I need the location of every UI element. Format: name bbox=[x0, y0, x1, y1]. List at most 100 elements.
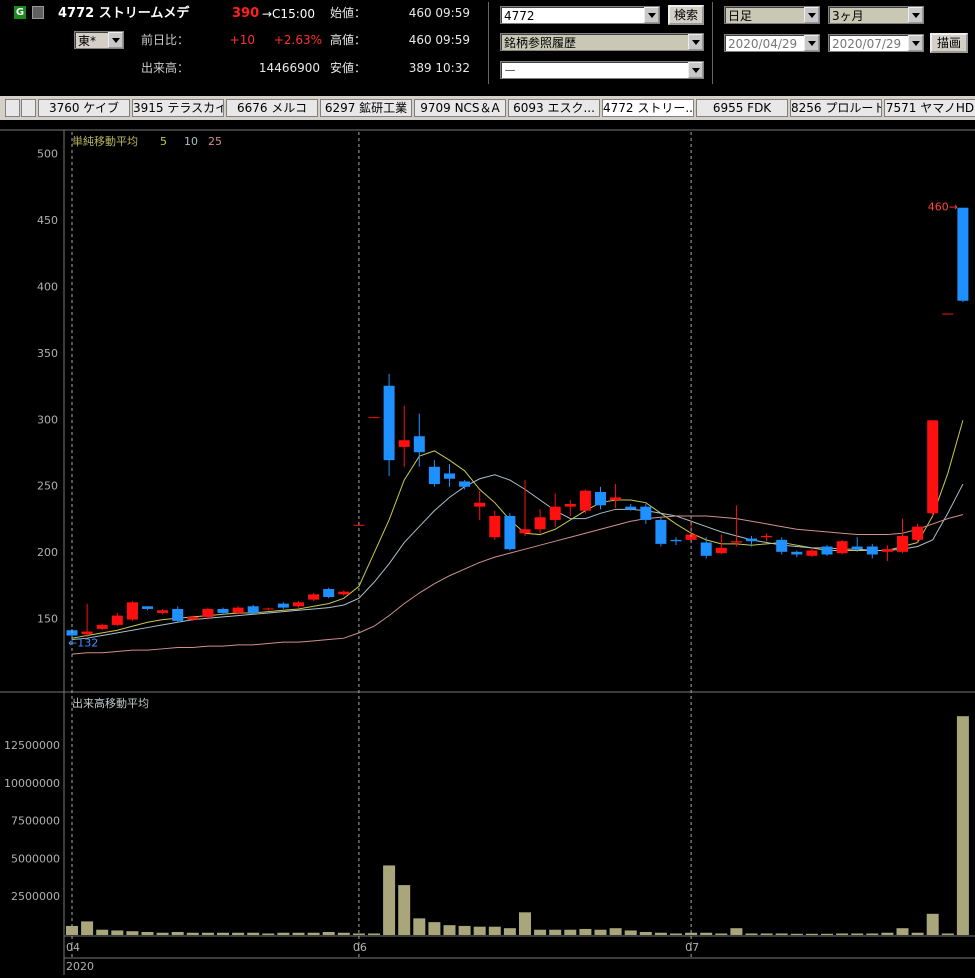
volume-bar bbox=[760, 933, 773, 935]
volume-bar bbox=[836, 933, 849, 935]
x-tick-label: 04 bbox=[66, 941, 80, 954]
candle-body bbox=[308, 594, 320, 600]
volume-bar bbox=[217, 932, 229, 935]
divider bbox=[712, 2, 713, 84]
candle-body bbox=[610, 497, 622, 501]
candle-body bbox=[836, 541, 848, 554]
volume-bar bbox=[262, 933, 275, 935]
volume-bar bbox=[141, 931, 154, 935]
y-tick-label: 200 bbox=[37, 546, 58, 559]
volume-bar bbox=[700, 932, 713, 935]
legend-entry: 25 bbox=[208, 135, 222, 148]
draw-button[interactable]: 描画 bbox=[930, 33, 968, 53]
stock-tab[interactable]: 6955 FDK bbox=[696, 99, 788, 117]
volume-bar bbox=[337, 932, 350, 935]
candle-body bbox=[459, 481, 471, 487]
volume-bar bbox=[292, 932, 305, 935]
volume-bar bbox=[368, 933, 380, 935]
volume-bar bbox=[549, 929, 562, 935]
sub-select[interactable]: ー bbox=[500, 61, 704, 79]
market-select[interactable]: 東* bbox=[74, 31, 124, 49]
candle-body bbox=[821, 546, 833, 555]
volume-bar bbox=[413, 918, 426, 935]
volume-bar bbox=[534, 929, 547, 935]
search-input[interactable]: 4772 bbox=[500, 6, 660, 24]
stock-tab[interactable]: 3760 ケイブ bbox=[38, 99, 130, 117]
stock-tab[interactable]: 4772 ストリー... bbox=[602, 99, 694, 117]
candle-body bbox=[217, 608, 229, 613]
volume-bar bbox=[186, 932, 199, 935]
volume-bar bbox=[715, 933, 728, 935]
y-tick-label: 400 bbox=[37, 280, 58, 293]
volume-bar bbox=[594, 929, 607, 935]
stock-tab[interactable]: 8256 プロルート bbox=[790, 99, 882, 117]
candle-body bbox=[730, 541, 742, 543]
volume-bar bbox=[277, 932, 290, 935]
high-value: 460 09:59 bbox=[408, 33, 470, 47]
candle-body bbox=[761, 535, 773, 538]
stock-tab[interactable]: 6297 鉱研工業 bbox=[320, 99, 412, 117]
volume-bar bbox=[790, 933, 803, 935]
candle-body bbox=[519, 529, 531, 534]
volume-bar bbox=[111, 930, 124, 935]
period-select[interactable]: 日足 bbox=[724, 6, 820, 24]
volume-bar bbox=[805, 933, 818, 935]
history-text: 銘柄参照履歴 bbox=[504, 36, 577, 50]
volume-bar bbox=[609, 928, 622, 935]
volume-bar bbox=[775, 933, 788, 935]
tab-nav-first[interactable] bbox=[5, 99, 20, 117]
stock-tab[interactable]: 6676 メルコ bbox=[226, 99, 318, 117]
candle-body bbox=[444, 473, 455, 479]
candle-body bbox=[398, 440, 410, 447]
y-tick-label: 300 bbox=[37, 413, 58, 426]
volume-bar bbox=[232, 932, 245, 935]
candle-body bbox=[277, 603, 289, 608]
candle-body bbox=[504, 515, 516, 550]
y-tick-label: 7500000 bbox=[11, 815, 60, 828]
market-text: 東* bbox=[78, 34, 97, 48]
candle-body bbox=[715, 547, 727, 554]
date-from-text: 2020/04/29 bbox=[728, 37, 798, 51]
tab-nav-prev[interactable] bbox=[21, 99, 36, 117]
y-tick-label: 250 bbox=[37, 480, 58, 493]
candle-body bbox=[640, 506, 652, 520]
volume-bar bbox=[383, 865, 396, 935]
candle-body bbox=[413, 436, 425, 453]
candle-body bbox=[866, 546, 878, 555]
candle-body bbox=[232, 607, 244, 613]
search-button[interactable]: 検索 bbox=[668, 5, 704, 25]
candle-body bbox=[791, 551, 803, 555]
candle-body bbox=[957, 207, 969, 301]
volume-bar bbox=[503, 928, 516, 935]
date-to[interactable]: 2020/07/29 bbox=[828, 34, 924, 52]
volume-bar bbox=[322, 931, 335, 935]
volume-bar bbox=[398, 885, 411, 935]
candle-body bbox=[579, 490, 591, 511]
stock-tab[interactable]: 9709 NCS＆A bbox=[414, 99, 506, 117]
volume-bar bbox=[881, 932, 894, 935]
range-text: 3ヶ月 bbox=[832, 9, 864, 23]
volume-bar bbox=[443, 925, 456, 935]
volume-bar bbox=[564, 929, 577, 935]
bell-icon[interactable] bbox=[32, 6, 44, 19]
volume-bar bbox=[639, 931, 652, 935]
stock-tab[interactable]: 7571 ヤマノHD bbox=[884, 99, 975, 117]
stock-tab[interactable]: 6093 エスク... bbox=[508, 99, 600, 117]
volume-bar bbox=[911, 932, 924, 935]
stock-tab[interactable]: 3915 テラスカイ bbox=[132, 99, 224, 117]
y-tick-label: 5000000 bbox=[11, 852, 60, 865]
candle-body bbox=[96, 624, 108, 629]
range-select[interactable]: 3ヶ月 bbox=[828, 6, 924, 24]
icon-g[interactable]: G bbox=[14, 6, 26, 19]
volume-value: 14466900 bbox=[258, 61, 320, 75]
legend-entry: 5 bbox=[160, 135, 167, 148]
volume-bar bbox=[579, 928, 592, 935]
date-from[interactable]: 2020/04/29 bbox=[724, 34, 820, 52]
history-select[interactable]: 銘柄参照履歴 bbox=[500, 33, 704, 51]
candle-body bbox=[428, 466, 440, 485]
candle-body bbox=[776, 539, 788, 552]
volume-bar bbox=[821, 933, 833, 935]
low-label: 安値： bbox=[330, 61, 367, 75]
